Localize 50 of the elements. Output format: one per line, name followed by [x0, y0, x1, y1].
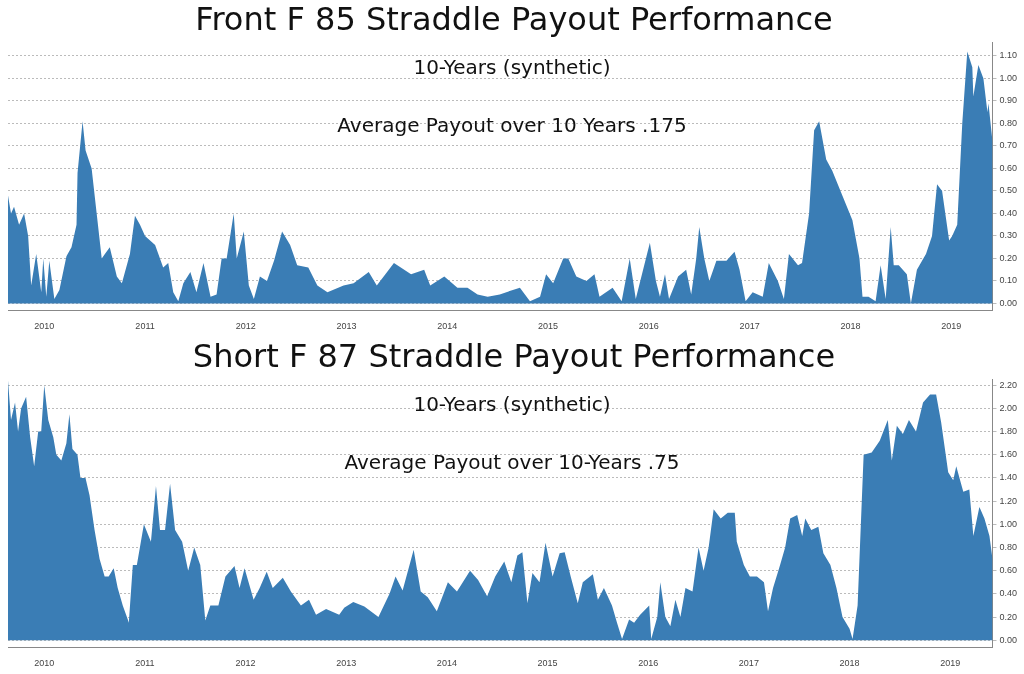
- y-tick-label: 0.60: [999, 565, 1018, 576]
- x-tick-label: 2015: [537, 658, 558, 669]
- x-tick-label: 2013: [336, 658, 357, 669]
- y-tick-label: 2.00: [999, 402, 1018, 413]
- y-tick-label: 0.20: [999, 611, 1018, 622]
- x-tick-label: 2015: [538, 321, 559, 332]
- x-tick-label: 2019: [940, 658, 961, 669]
- text: 10-Years (synthetic): [413, 391, 611, 416]
- y-tick-label: 0.00: [999, 297, 1018, 308]
- text: 10-Years (synthetic): [413, 54, 611, 79]
- y-tick-label: 2.20: [999, 379, 1018, 390]
- y-tick-label: 0.40: [999, 588, 1018, 599]
- chart-title: Front F 85 Straddle Payout Performance: [195, 0, 833, 38]
- x-tick-label: 2013: [336, 321, 357, 332]
- y-tick-label: 0.70: [999, 140, 1018, 151]
- y-tick-label: 1.00: [999, 72, 1018, 83]
- y-tick-label: 1.20: [999, 495, 1018, 506]
- y-tick-label: 0.80: [999, 541, 1018, 552]
- x-tick-label: 2016: [638, 658, 659, 669]
- x-tick-label: 2017: [738, 658, 759, 669]
- chart-title: Short F 87 Straddle Payout Performance: [192, 336, 836, 375]
- y-tick-label: 0.80: [999, 117, 1018, 128]
- y-tick-label: 1.40: [999, 472, 1018, 483]
- annotation: Average Payout over 10-Years .75: [344, 449, 680, 474]
- x-tick-label: 2014: [436, 658, 457, 669]
- y-tick-label: 0.50: [999, 185, 1018, 196]
- x-tick-label: 2018: [839, 658, 860, 669]
- y-tick-label: 0.10: [999, 275, 1018, 286]
- x-tick-label: 2019: [941, 321, 962, 332]
- y-tick-label: 0.40: [999, 207, 1018, 218]
- y-tick-label: 0.20: [999, 252, 1018, 263]
- x-tick-label: 2014: [437, 321, 458, 332]
- x-tick-label: 2011: [135, 658, 155, 669]
- y-tick-label: 1.00: [999, 518, 1018, 529]
- x-tick-label: 2011: [135, 321, 155, 332]
- annotation: Average Payout over 10 Years .175: [337, 112, 687, 137]
- y-tick-label: 0.60: [999, 162, 1018, 173]
- y-tick-label: 0.30: [999, 230, 1018, 241]
- y-tick-label: 0.90: [999, 95, 1018, 106]
- x-tick-label: 2010: [34, 658, 55, 669]
- y-tick-label: 0.00: [999, 634, 1018, 645]
- y-tick-label: 1.60: [999, 449, 1018, 460]
- x-tick-label: 2012: [235, 658, 256, 669]
- x-tick-label: 2016: [638, 321, 659, 332]
- x-tick-label: 2018: [840, 321, 861, 332]
- x-tick-label: 2012: [235, 321, 256, 332]
- x-tick-label: 2010: [34, 321, 55, 332]
- y-tick-label: 1.80: [999, 426, 1018, 437]
- y-tick-label: 1.10: [999, 50, 1018, 61]
- x-tick-label: 2017: [739, 321, 760, 332]
